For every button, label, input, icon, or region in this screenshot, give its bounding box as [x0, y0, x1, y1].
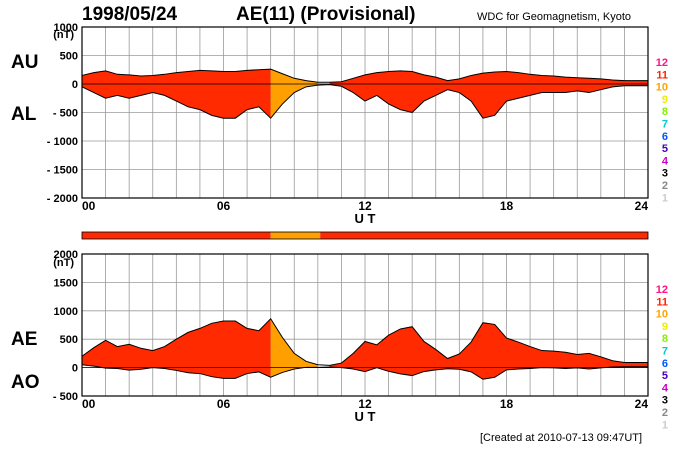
legend-level-2: 2 — [662, 180, 668, 192]
x-tick-label: 12 — [358, 199, 372, 213]
created-label: [Created at 2010-07-13 09:47UT] — [480, 432, 643, 444]
y-tick-label: 500 — [60, 334, 78, 346]
legend-level-6: 6 — [662, 358, 668, 370]
series-area-au-b — [270, 69, 318, 119]
legend-level-3: 3 — [662, 168, 668, 180]
legend-level-5: 5 — [662, 143, 668, 155]
y-tick-label: 500 — [60, 51, 78, 63]
legend-level-1: 1 — [662, 419, 668, 431]
y-tick-label: 1000 — [54, 306, 78, 318]
plot-frame — [81, 253, 649, 397]
legend-level-3: 3 — [662, 395, 668, 407]
y-tick-label: 0 — [72, 79, 78, 91]
panel1-lower-label: AL — [11, 104, 37, 125]
chart-title: AE(11) (Provisional) — [236, 4, 416, 25]
x-tick-label: 18 — [500, 199, 514, 213]
credit-label: WDC for Geomagnetism, Kyoto — [477, 11, 632, 23]
activity-bar-segment — [82, 232, 271, 239]
legend-level-11: 11 — [656, 296, 668, 308]
series-line-al — [81, 84, 648, 119]
legend-level-2: 2 — [662, 407, 668, 419]
panel2-lower-label: AO — [11, 372, 40, 393]
legend-level-10: 10 — [656, 309, 668, 321]
series-area-ae-c — [329, 322, 648, 380]
x-axis-label: U T — [355, 211, 376, 226]
series-line-au — [81, 68, 648, 83]
legend-level-10: 10 — [656, 82, 668, 94]
date-label: 1998/05/24 — [82, 4, 178, 25]
legend-level-5: 5 — [662, 370, 668, 382]
legend-level-4: 4 — [662, 382, 669, 394]
x-tick-label: 06 — [217, 199, 231, 213]
series-area-ae-b — [270, 318, 318, 378]
legend-level-6: 6 — [662, 131, 668, 143]
y-tick-label: - 2000 — [47, 193, 78, 205]
y-tick-label: 1500 — [54, 277, 78, 289]
x-tick-label: 12 — [358, 397, 372, 411]
activity-bar-segment — [320, 232, 648, 239]
y-tick-label: 2000 — [54, 249, 78, 261]
x-tick-label: 00 — [82, 397, 96, 411]
x-tick-label: 06 — [217, 397, 231, 411]
y-tick-label: 0 — [72, 363, 78, 375]
y-tick-label: 1000 — [54, 22, 78, 34]
activity-bar-segment — [270, 232, 321, 239]
unit-label: (nT) — [53, 257, 74, 269]
x-tick-label: 24 — [635, 199, 649, 213]
unit-label: (nT) — [53, 29, 74, 41]
y-tick-label: - 1500 — [47, 165, 78, 177]
legend-level-9: 9 — [662, 321, 668, 333]
legend-level-9: 9 — [662, 94, 668, 106]
series-area-au-c — [329, 70, 648, 119]
legend-level-12: 12 — [656, 57, 668, 69]
series-area-au-a — [82, 69, 271, 119]
panel1-upper-label: AU — [11, 52, 39, 73]
x-axis-label: U T — [355, 409, 376, 424]
series-line-ae — [81, 317, 648, 366]
activity-bar-frame — [81, 231, 649, 240]
legend-level-8: 8 — [662, 106, 668, 118]
y-tick-label: - 1000 — [47, 136, 78, 148]
x-tick-label: 00 — [82, 199, 96, 213]
legend-level-7: 7 — [662, 346, 668, 358]
y-tick-label: - 500 — [53, 391, 78, 403]
panel2-upper-label: AE — [11, 329, 38, 350]
x-tick-label: 24 — [635, 397, 649, 411]
legend-level-11: 11 — [656, 69, 668, 81]
series-area-ae-a — [82, 318, 271, 379]
legend-level-8: 8 — [662, 333, 668, 345]
y-tick-label: - 500 — [53, 108, 78, 120]
legend-level-7: 7 — [662, 119, 668, 131]
plot-frame — [81, 26, 649, 199]
x-tick-label: 18 — [500, 397, 514, 411]
legend-level-12: 12 — [656, 284, 668, 296]
legend-level-4: 4 — [662, 155, 669, 167]
legend-level-1: 1 — [662, 192, 668, 204]
